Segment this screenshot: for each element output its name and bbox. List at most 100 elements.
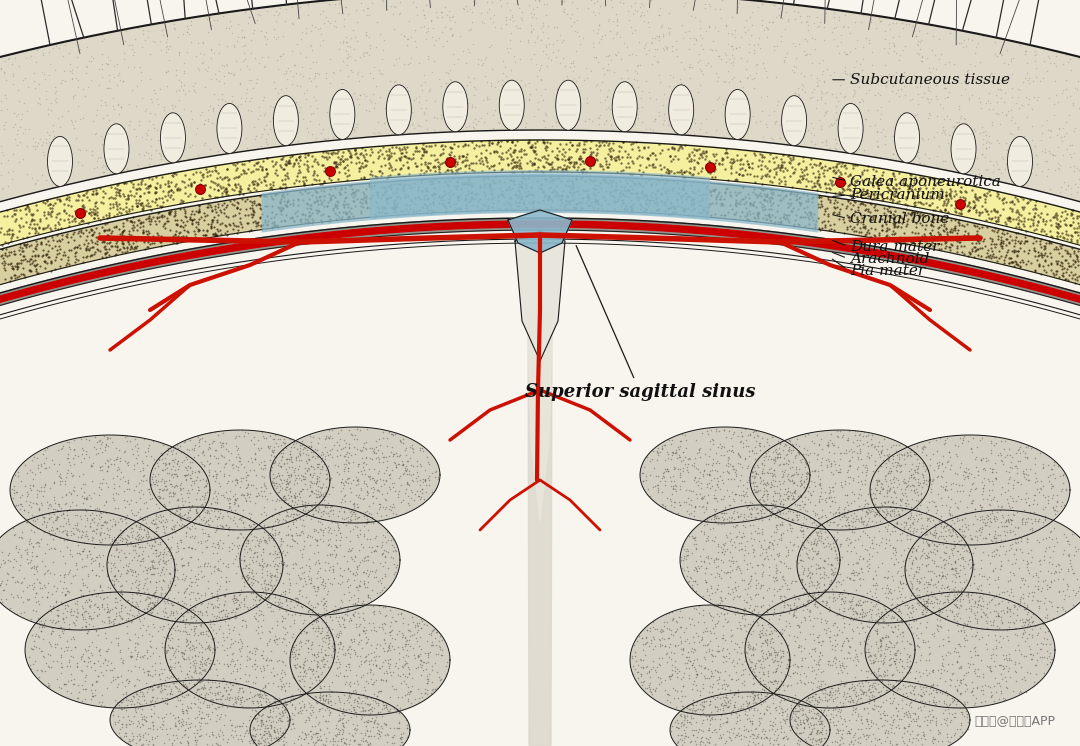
- Point: [298, 667, 315, 679]
- Point: [904, 725, 921, 737]
- Point: [767, 665, 784, 677]
- Point: [669, 685, 686, 697]
- Point: [40, 513, 57, 525]
- Point: [658, 193, 675, 205]
- Point: [159, 212, 176, 224]
- Point: [158, 724, 175, 736]
- Point: [638, 5, 656, 17]
- Point: [993, 48, 1010, 60]
- Point: [92, 527, 109, 539]
- Point: [864, 188, 881, 200]
- Point: [809, 706, 826, 718]
- Point: [0, 55, 13, 67]
- Point: [373, 674, 390, 686]
- Point: [717, 163, 734, 175]
- Point: [362, 442, 379, 454]
- Point: [107, 248, 124, 260]
- Point: [664, 613, 681, 625]
- Point: [359, 201, 376, 213]
- Point: [692, 39, 710, 51]
- Point: [50, 609, 67, 621]
- Point: [820, 601, 837, 613]
- Point: [753, 491, 770, 503]
- Point: [692, 550, 710, 562]
- Point: [14, 153, 31, 165]
- Point: [730, 653, 747, 665]
- Point: [936, 437, 954, 449]
- Point: [874, 674, 891, 686]
- Point: [305, 649, 322, 661]
- Point: [382, 184, 400, 195]
- Point: [846, 84, 863, 96]
- Point: [923, 536, 941, 548]
- Point: [852, 512, 869, 524]
- Point: [28, 560, 45, 572]
- Point: [590, 198, 607, 210]
- Point: [118, 595, 135, 607]
- Point: [355, 575, 373, 587]
- Point: [982, 512, 999, 524]
- Point: [183, 565, 200, 577]
- Point: [245, 733, 262, 745]
- Point: [826, 142, 843, 154]
- Point: [245, 691, 262, 703]
- Point: [721, 499, 739, 511]
- Point: [904, 707, 921, 719]
- Point: [910, 209, 928, 221]
- Point: [863, 533, 880, 545]
- Point: [753, 503, 770, 515]
- Point: [741, 656, 758, 668]
- Point: [1007, 656, 1024, 668]
- Point: [777, 668, 794, 680]
- Point: [745, 665, 762, 677]
- Point: [153, 692, 171, 703]
- Point: [769, 448, 786, 460]
- Point: [708, 75, 726, 87]
- Point: [918, 596, 935, 608]
- Point: [113, 246, 131, 258]
- Point: [125, 551, 143, 562]
- Point: [958, 218, 975, 230]
- Point: [750, 212, 767, 224]
- Point: [203, 676, 220, 688]
- Point: [195, 658, 213, 670]
- Point: [368, 16, 386, 28]
- Point: [882, 726, 900, 738]
- Point: [880, 654, 897, 666]
- Point: [836, 475, 853, 487]
- Point: [293, 435, 310, 447]
- Point: [841, 727, 859, 739]
- Point: [995, 650, 1012, 662]
- Point: [174, 680, 191, 692]
- Point: [723, 160, 740, 172]
- Point: [813, 724, 831, 736]
- Point: [623, 79, 640, 91]
- Point: [202, 175, 219, 187]
- Point: [623, 48, 640, 60]
- Point: [195, 48, 213, 60]
- Point: [92, 580, 109, 592]
- Point: [332, 153, 349, 165]
- Point: [50, 470, 67, 482]
- Point: [609, 13, 626, 25]
- Point: [833, 674, 850, 686]
- Point: [192, 712, 210, 724]
- Point: [751, 527, 768, 539]
- Point: [166, 228, 184, 240]
- Point: [728, 729, 745, 741]
- Point: [745, 703, 762, 715]
- Point: [0, 236, 13, 248]
- Point: [708, 540, 726, 552]
- Point: [862, 483, 879, 495]
- Point: [53, 622, 70, 634]
- Point: [652, 1, 670, 13]
- Point: [823, 223, 840, 235]
- Point: [1044, 501, 1062, 513]
- Point: [819, 459, 836, 471]
- Point: [990, 77, 1008, 89]
- Point: [657, 40, 674, 52]
- Point: [388, 200, 405, 212]
- Point: [297, 22, 314, 34]
- Point: [364, 442, 381, 454]
- Point: [717, 692, 734, 703]
